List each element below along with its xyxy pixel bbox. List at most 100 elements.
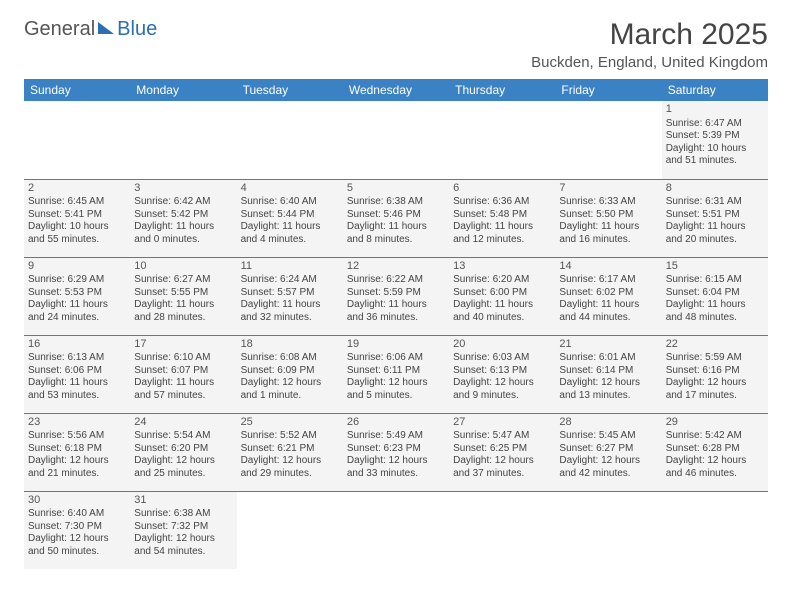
sunset-line: Sunset: 6:09 PM [241,365,339,378]
sunrise-line: Sunrise: 6:17 AM [559,274,657,287]
calendar-day: 13Sunrise: 6:20 AMSunset: 6:00 PMDayligh… [449,257,555,335]
calendar-day: 5Sunrise: 6:38 AMSunset: 5:46 PMDaylight… [343,179,449,257]
sunrise-line: Sunrise: 6:31 AM [666,196,764,209]
sunset-line: Sunset: 6:11 PM [347,365,445,378]
day-number: 5 [347,182,445,196]
sunrise-line: Sunrise: 6:27 AM [134,274,232,287]
day-info: Sunrise: 6:03 AMSunset: 6:13 PMDaylight:… [453,352,551,402]
day-info: Sunrise: 6:33 AMSunset: 5:50 PMDaylight:… [559,196,657,246]
daylight-line: Daylight: 11 hours and 48 minutes. [666,299,764,324]
sunrise-line: Sunrise: 6:13 AM [28,352,126,365]
calendar-week: 16Sunrise: 6:13 AMSunset: 6:06 PMDayligh… [24,335,768,413]
daylight-line: Daylight: 12 hours and 9 minutes. [453,377,551,402]
sunset-line: Sunset: 5:44 PM [241,209,339,222]
day-number: 3 [134,182,232,196]
day-info: Sunrise: 6:13 AMSunset: 6:06 PMDaylight:… [28,352,126,402]
month-title: March 2025 [531,18,768,52]
sunrise-line: Sunrise: 6:15 AM [666,274,764,287]
day-number: 8 [666,182,764,196]
day-number: 19 [347,338,445,352]
day-number: 4 [241,182,339,196]
day-header: Wednesday [343,79,449,101]
sunrise-line: Sunrise: 6:01 AM [559,352,657,365]
header: General Blue March 2025 Buckden, England… [24,18,768,71]
daylight-line: Daylight: 11 hours and 12 minutes. [453,221,551,246]
day-number: 20 [453,338,551,352]
day-info: Sunrise: 6:38 AMSunset: 7:32 PMDaylight:… [134,508,232,558]
day-number: 12 [347,260,445,274]
day-number: 23 [28,416,126,430]
day-info: Sunrise: 6:31 AMSunset: 5:51 PMDaylight:… [666,196,764,246]
sunrise-line: Sunrise: 6:38 AM [347,196,445,209]
sunset-line: Sunset: 6:20 PM [134,443,232,456]
calendar-day: 9Sunrise: 6:29 AMSunset: 5:53 PMDaylight… [24,257,130,335]
daylight-line: Daylight: 12 hours and 25 minutes. [134,455,232,480]
day-info: Sunrise: 5:45 AMSunset: 6:27 PMDaylight:… [559,430,657,480]
calendar-day: 20Sunrise: 6:03 AMSunset: 6:13 PMDayligh… [449,335,555,413]
sunset-line: Sunset: 5:46 PM [347,209,445,222]
sunrise-line: Sunrise: 6:10 AM [134,352,232,365]
day-info: Sunrise: 6:10 AMSunset: 6:07 PMDaylight:… [134,352,232,402]
calendar-empty [237,101,343,179]
calendar-day: 30Sunrise: 6:40 AMSunset: 7:30 PMDayligh… [24,491,130,569]
sunset-line: Sunset: 5:48 PM [453,209,551,222]
day-info: Sunrise: 5:42 AMSunset: 6:28 PMDaylight:… [666,430,764,480]
day-number: 14 [559,260,657,274]
day-number: 17 [134,338,232,352]
sunrise-line: Sunrise: 6:42 AM [134,196,232,209]
daylight-line: Daylight: 11 hours and 32 minutes. [241,299,339,324]
day-number: 30 [28,494,126,508]
daylight-line: Daylight: 11 hours and 28 minutes. [134,299,232,324]
day-header: Sunday [24,79,130,101]
sunrise-line: Sunrise: 5:56 AM [28,430,126,443]
daylight-line: Daylight: 11 hours and 24 minutes. [28,299,126,324]
title-block: March 2025 Buckden, England, United King… [531,18,768,71]
sunset-line: Sunset: 6:13 PM [453,365,551,378]
sunrise-line: Sunrise: 6:33 AM [559,196,657,209]
day-info: Sunrise: 5:56 AMSunset: 6:18 PMDaylight:… [28,430,126,480]
calendar-day: 6Sunrise: 6:36 AMSunset: 5:48 PMDaylight… [449,179,555,257]
sunset-line: Sunset: 6:06 PM [28,365,126,378]
sunrise-line: Sunrise: 5:42 AM [666,430,764,443]
daylight-line: Daylight: 12 hours and 13 minutes. [559,377,657,402]
day-number: 13 [453,260,551,274]
day-number: 11 [241,260,339,274]
day-info: Sunrise: 5:49 AMSunset: 6:23 PMDaylight:… [347,430,445,480]
sunrise-line: Sunrise: 6:38 AM [134,508,232,521]
day-number: 15 [666,260,764,274]
calendar-week: 2Sunrise: 6:45 AMSunset: 5:41 PMDaylight… [24,179,768,257]
calendar-day: 24Sunrise: 5:54 AMSunset: 6:20 PMDayligh… [130,413,236,491]
calendar-week: 23Sunrise: 5:56 AMSunset: 6:18 PMDayligh… [24,413,768,491]
calendar-day: 31Sunrise: 6:38 AMSunset: 7:32 PMDayligh… [130,491,236,569]
daylight-line: Daylight: 12 hours and 46 minutes. [666,455,764,480]
calendar-day: 12Sunrise: 6:22 AMSunset: 5:59 PMDayligh… [343,257,449,335]
calendar-day: 19Sunrise: 6:06 AMSunset: 6:11 PMDayligh… [343,335,449,413]
calendar-empty [237,491,343,569]
sunrise-line: Sunrise: 6:03 AM [453,352,551,365]
calendar-day: 28Sunrise: 5:45 AMSunset: 6:27 PMDayligh… [555,413,661,491]
day-info: Sunrise: 6:06 AMSunset: 6:11 PMDaylight:… [347,352,445,402]
calendar-empty [130,101,236,179]
sunset-line: Sunset: 6:27 PM [559,443,657,456]
calendar-head: SundayMondayTuesdayWednesdayThursdayFrid… [24,79,768,101]
calendar-week: 1Sunrise: 6:47 AMSunset: 5:39 PMDaylight… [24,101,768,179]
calendar-day: 11Sunrise: 6:24 AMSunset: 5:57 PMDayligh… [237,257,343,335]
day-number: 1 [666,103,764,117]
sunrise-line: Sunrise: 6:20 AM [453,274,551,287]
calendar-table: SundayMondayTuesdayWednesdayThursdayFrid… [24,79,768,569]
calendar-empty [555,101,661,179]
day-info: Sunrise: 5:52 AMSunset: 6:21 PMDaylight:… [241,430,339,480]
calendar-day: 4Sunrise: 6:40 AMSunset: 5:44 PMDaylight… [237,179,343,257]
day-number: 7 [559,182,657,196]
daylight-line: Daylight: 12 hours and 50 minutes. [28,533,126,558]
sunrise-line: Sunrise: 6:06 AM [347,352,445,365]
calendar-day: 7Sunrise: 6:33 AMSunset: 5:50 PMDaylight… [555,179,661,257]
daylight-line: Daylight: 12 hours and 33 minutes. [347,455,445,480]
sunrise-line: Sunrise: 6:08 AM [241,352,339,365]
day-info: Sunrise: 6:08 AMSunset: 6:09 PMDaylight:… [241,352,339,402]
sunset-line: Sunset: 7:30 PM [28,521,126,534]
day-header: Saturday [662,79,768,101]
day-number: 18 [241,338,339,352]
calendar-day: 10Sunrise: 6:27 AMSunset: 5:55 PMDayligh… [130,257,236,335]
day-number: 26 [347,416,445,430]
